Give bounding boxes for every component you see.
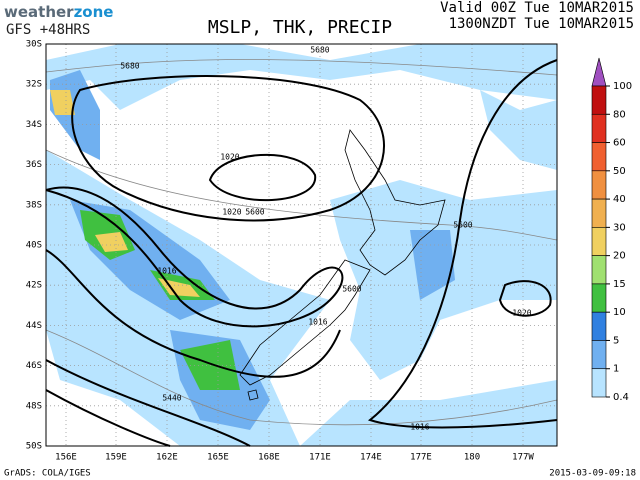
logo: weatherzone xyxy=(4,3,113,21)
colorbar-over xyxy=(591,57,607,87)
map-title: MSLP, THK, PRECIP xyxy=(208,17,392,38)
model-label: GFS +48HRS xyxy=(6,22,90,38)
contour-label: 5600 xyxy=(453,221,472,230)
pressure-contours xyxy=(45,59,558,447)
lon-label: 162E xyxy=(156,453,178,463)
precip-area xyxy=(410,230,455,300)
thickness-contour xyxy=(45,59,558,76)
contour-label: 1016 xyxy=(410,423,429,432)
contour-label: 5680 xyxy=(310,46,329,55)
colorbar-label: 15 xyxy=(613,279,626,290)
contour-label: 5600 xyxy=(245,208,264,217)
colorbar-label: 100 xyxy=(613,81,632,92)
colorbar-label: 1 xyxy=(613,364,619,375)
thickness-lines xyxy=(45,59,558,426)
local-time: 1300NZDT Tue 10MAR2015 xyxy=(449,16,634,32)
precip-area xyxy=(300,380,557,446)
colorbar-label: 10 xyxy=(613,307,626,318)
lat-label: 46S xyxy=(26,361,42,371)
colorbar-box xyxy=(591,170,607,200)
lon-label: 177E xyxy=(410,453,432,463)
logo-word: weather xyxy=(4,3,74,21)
colorbar-label: 40 xyxy=(613,194,626,205)
isobar xyxy=(367,59,558,429)
lon-label: 168E xyxy=(258,453,280,463)
logo-text: weatherzone xyxy=(4,3,113,21)
valid-time: Valid 00Z Tue 10MAR2015 xyxy=(440,0,634,16)
colorbar-box xyxy=(591,283,607,313)
precip-area xyxy=(46,44,557,110)
colorbar-label: 80 xyxy=(613,109,626,120)
contour-label: 1020 xyxy=(512,309,531,318)
colorbar-box xyxy=(591,227,607,256)
lon-label: 177W xyxy=(512,453,534,463)
lat-label: 48S xyxy=(26,401,42,411)
lat-label: 42S xyxy=(26,281,42,291)
colorbar-label: 50 xyxy=(613,166,626,177)
isobar xyxy=(208,153,317,202)
lat-label: 44S xyxy=(26,321,42,331)
contour-label: 5440 xyxy=(162,394,181,403)
precip-area xyxy=(180,340,240,390)
colorbar-label: 5 xyxy=(613,335,619,346)
isobar xyxy=(498,280,552,317)
map-frame xyxy=(45,43,558,447)
lat-label: 34S xyxy=(26,120,42,130)
contour-label: 5680 xyxy=(120,62,139,71)
precip-area xyxy=(50,90,75,115)
lat-label: 38S xyxy=(26,200,42,210)
nz-coastline xyxy=(239,129,446,401)
lon-label: 174E xyxy=(360,453,382,463)
logo-brand: zone xyxy=(74,3,114,21)
isobar xyxy=(45,359,251,447)
contour-label: 1016 xyxy=(308,318,327,327)
lon-label: 180 xyxy=(464,453,480,463)
contour-label: 5600 xyxy=(342,285,361,294)
isobar xyxy=(45,249,341,378)
lat-label: 50S xyxy=(26,442,42,452)
contour-label: 1020 xyxy=(220,153,239,162)
thickness-contour xyxy=(45,329,558,426)
credit: GrADS: COLA/IGES xyxy=(4,469,91,479)
lat-label: 32S xyxy=(26,80,42,90)
lon-label: 159E xyxy=(105,453,127,463)
precip-area xyxy=(480,90,557,170)
isobar xyxy=(45,186,344,328)
north-island xyxy=(344,129,446,276)
lon-label: 171E xyxy=(309,453,331,463)
colorbar-label: 0.4 xyxy=(613,392,629,403)
thickness-contour xyxy=(45,149,558,241)
precip-area xyxy=(95,232,128,252)
isobar xyxy=(71,75,385,222)
lat-label: 36S xyxy=(26,160,42,170)
colorbar-label: 20 xyxy=(613,251,626,262)
stewart-island xyxy=(247,389,259,401)
contour-label: 1016 xyxy=(157,267,176,276)
colorbar-box xyxy=(591,142,607,172)
colorbar-label: 30 xyxy=(613,222,626,233)
lon-label: 156E xyxy=(55,453,77,463)
timestamp: 2015-03-09-09:18 xyxy=(549,469,636,479)
lon-label: 165E xyxy=(207,453,229,463)
graticule xyxy=(46,44,557,446)
lat-label: 40S xyxy=(26,241,42,251)
colorbar-box xyxy=(591,198,607,228)
colorbar-box xyxy=(591,85,607,115)
colorbar-box xyxy=(591,113,607,143)
colorbar-label: 60 xyxy=(613,138,626,149)
colorbar-box xyxy=(591,311,607,341)
lat-label: 30S xyxy=(26,40,42,50)
contour-label: 1020 xyxy=(222,208,241,217)
colorbar-box xyxy=(591,368,607,398)
colorbar-box xyxy=(591,255,607,285)
colorbar-box xyxy=(591,340,607,370)
south-island xyxy=(239,259,371,386)
isobar xyxy=(45,389,171,447)
